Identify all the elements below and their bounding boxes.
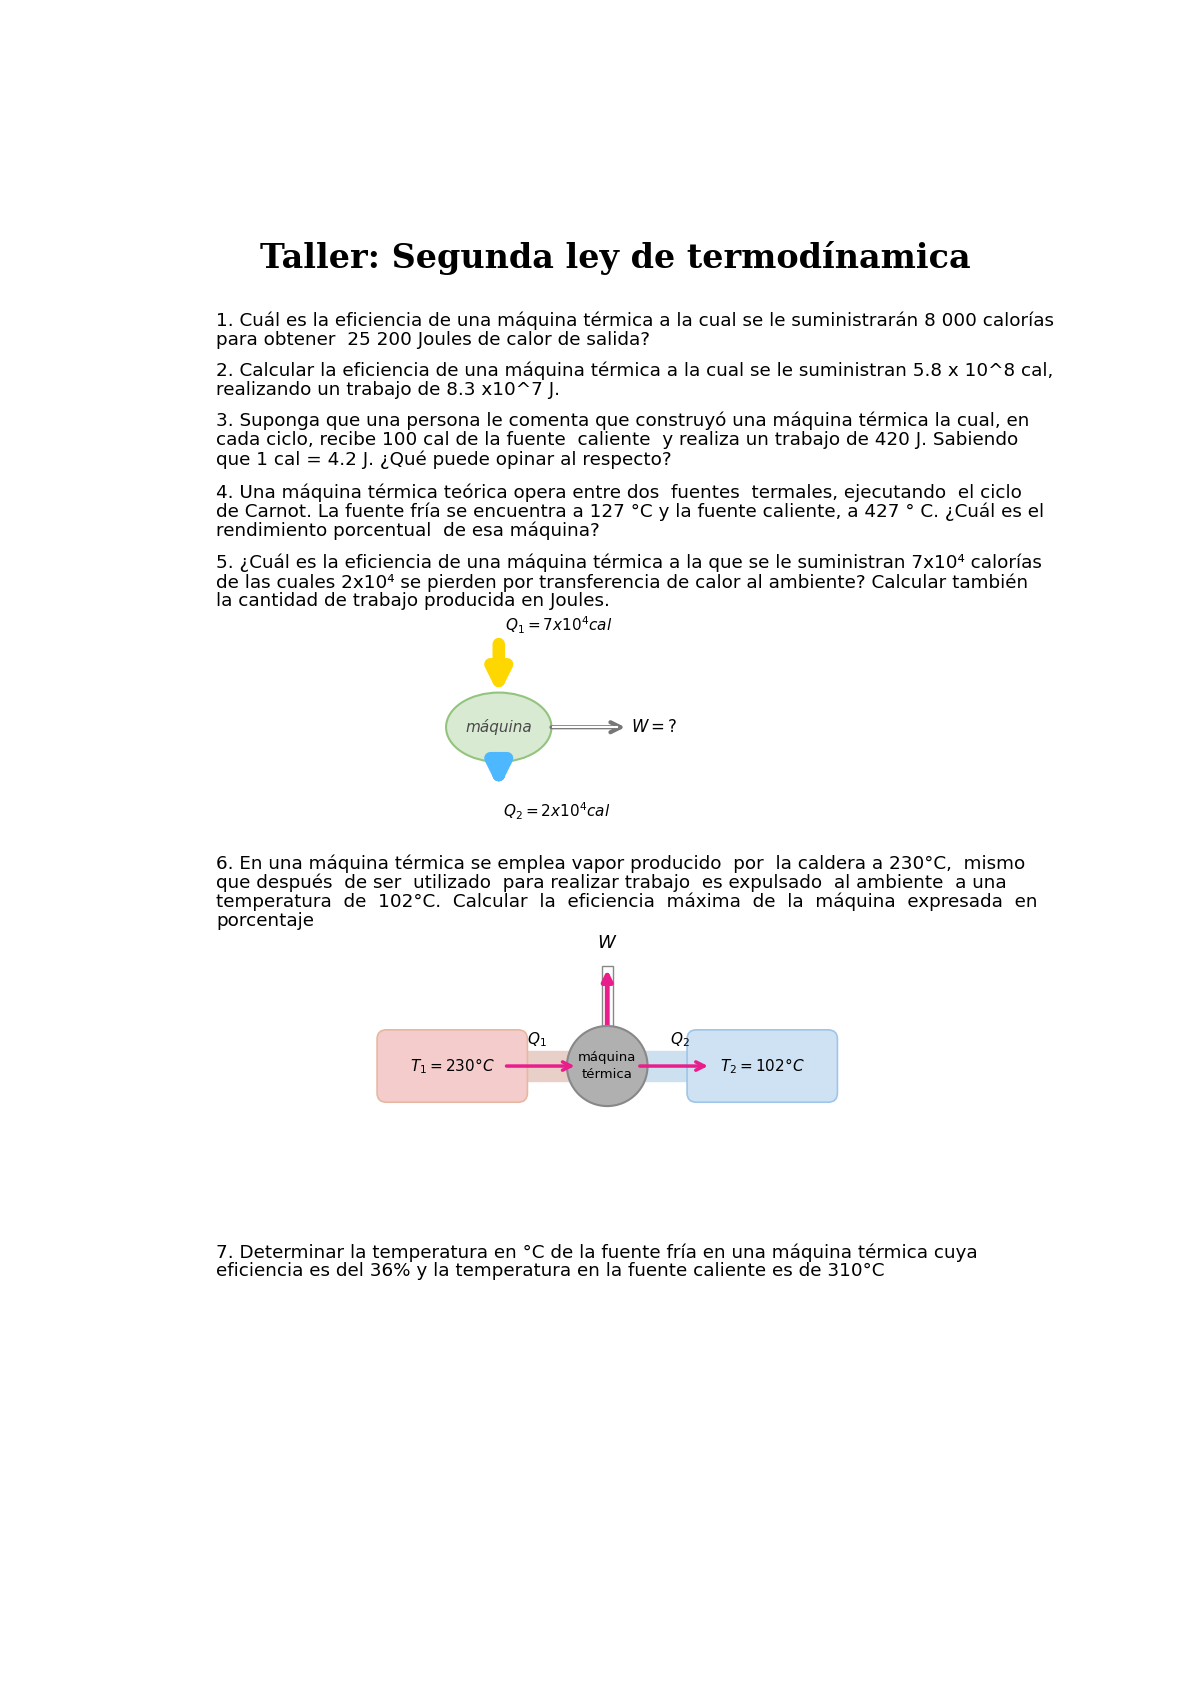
Text: rendimiento porcentual  de esa máquina?: rendimiento porcentual de esa máquina?	[216, 521, 600, 540]
Text: $T_2 = 102°C$: $T_2 = 102°C$	[720, 1056, 804, 1076]
Text: que 1 cal = 4.2 J. ¿Qué puede opinar al respecto?: que 1 cal = 4.2 J. ¿Qué puede opinar al …	[216, 450, 672, 468]
FancyBboxPatch shape	[688, 1030, 838, 1103]
Text: cada ciclo, recibe 100 cal de la fuente  caliente  y realiza un trabajo de 420 J: cada ciclo, recibe 100 cal de la fuente …	[216, 431, 1018, 448]
Text: $T_1 = 230°C$: $T_1 = 230°C$	[410, 1056, 494, 1076]
Text: $Q_2 = 2x10^4cal$: $Q_2 = 2x10^4cal$	[503, 801, 610, 821]
Text: eficiencia es del 36% y la temperatura en la fuente caliente es de 310°C: eficiencia es del 36% y la temperatura e…	[216, 1263, 884, 1281]
Bar	[602, 966, 613, 1035]
Text: para obtener  25 200 Joules de calor de salida?: para obtener 25 200 Joules de calor de s…	[216, 331, 650, 348]
Text: $Q_2$: $Q_2$	[670, 1030, 690, 1049]
Text: $Q_1 = 7x10^4cal$: $Q_1 = 7x10^4cal$	[505, 614, 612, 636]
Text: porcentaje: porcentaje	[216, 911, 314, 930]
Text: 7. Determinar la temperatura en °C de la fuente fría en una máquina térmica cuya: 7. Determinar la temperatura en °C de la…	[216, 1244, 978, 1261]
Text: realizando un trabajo de 8.3 x10^7 J.: realizando un trabajo de 8.3 x10^7 J.	[216, 380, 560, 399]
Text: $W$: $W$	[598, 933, 618, 952]
Text: 6. En una máquina térmica se emplea vapor producido  por  la caldera a 230°C,  m: 6. En una máquina térmica se emplea vapo…	[216, 854, 1025, 872]
Text: máquina: máquina	[466, 720, 532, 735]
Text: 3. Suponga que una persona le comenta que construyó una máquina térmica la cual,: 3. Suponga que una persona le comenta qu…	[216, 412, 1030, 429]
Text: de las cuales 2x10⁴ se pierden por transferencia de calor al ambiente? Calcular : de las cuales 2x10⁴ se pierden por trans…	[216, 574, 1028, 592]
Text: $Q_1$: $Q_1$	[527, 1030, 546, 1049]
Text: de Carnot. La fuente fría se encuentra a 127 °C y la fuente caliente, a 427 ° C.: de Carnot. La fuente fría se encuentra a…	[216, 502, 1044, 521]
FancyBboxPatch shape	[377, 1030, 528, 1103]
Text: Taller: Segunda ley de termodínamica: Taller: Segunda ley de termodínamica	[259, 241, 971, 275]
Text: temperatura  de  102°C.  Calcular  la  eficiencia  máxima  de  la  máquina  expr: temperatura de 102°C. Calcular la eficie…	[216, 893, 1037, 911]
Text: la cantidad de trabajo producida en Joules.: la cantidad de trabajo producida en Joul…	[216, 592, 610, 611]
Text: 5. ¿Cuál es la eficiencia de una máquina térmica a la que se le suministran 7x10: 5. ¿Cuál es la eficiencia de una máquina…	[216, 553, 1042, 572]
Text: $W = ?$: $W = ?$	[631, 718, 678, 736]
Ellipse shape	[446, 692, 552, 762]
Text: 2. Calcular la eficiencia de una máquina térmica a la cual se le suministran 5.8: 2. Calcular la eficiencia de una máquina…	[216, 361, 1054, 380]
Text: que después  de ser  utilizado  para realizar trabajo  es expulsado  al ambiente: que después de ser utilizado para realiz…	[216, 874, 1007, 893]
Ellipse shape	[566, 1027, 648, 1106]
Text: 4. Una máquina térmica teórica opera entre dos  fuentes  termales, ejecutando  e: 4. Una máquina térmica teórica opera ent…	[216, 484, 1021, 502]
Text: 1. Cuál es la eficiencia de una máquina térmica a la cual se le suministrarán 8 : 1. Cuál es la eficiencia de una máquina …	[216, 312, 1054, 329]
Text: máquina
térmica: máquina térmica	[578, 1050, 636, 1081]
